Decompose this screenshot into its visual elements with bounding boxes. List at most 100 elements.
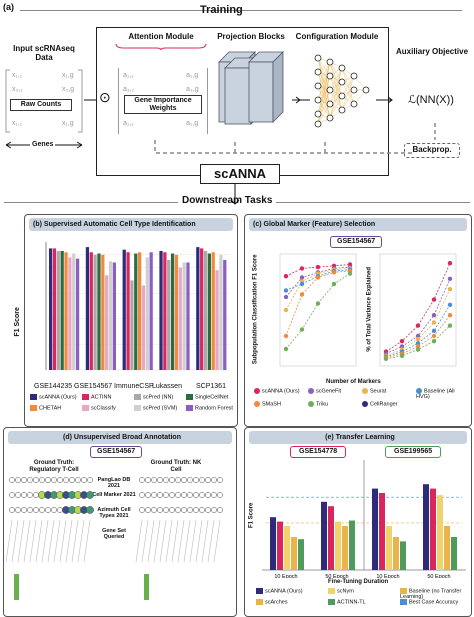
dot	[169, 477, 174, 482]
legend-label: Best Case Accuracy	[409, 599, 458, 605]
legend-item: Baseline (All HVG)	[416, 388, 468, 400]
bar	[159, 251, 162, 370]
panel-c-ylabel-left: Subpopulation Classification F1 Score	[253, 251, 260, 367]
tick-label-line	[202, 520, 208, 562]
tick-label-line	[18, 520, 24, 562]
dot	[181, 477, 186, 482]
model-name-box: scANNA	[200, 164, 280, 184]
bar	[53, 248, 56, 370]
bar	[400, 541, 406, 570]
bar	[64, 252, 67, 370]
dot	[175, 477, 180, 482]
bar	[379, 493, 385, 570]
bar	[123, 250, 126, 370]
legend-swatch	[186, 394, 193, 400]
tick-label-line	[54, 520, 60, 562]
dot	[86, 491, 93, 498]
tick-label-line	[48, 520, 54, 562]
legend-swatch	[134, 394, 141, 400]
dot	[145, 477, 150, 482]
legend-label: SingleCellNet	[195, 394, 228, 400]
bar	[186, 262, 189, 370]
marker	[448, 261, 452, 265]
tick-label-line	[6, 520, 12, 562]
legend-swatch	[30, 394, 37, 400]
legend-label: scClassify	[91, 405, 116, 411]
bar	[105, 275, 108, 370]
dot	[181, 492, 186, 497]
tick-label-line	[24, 520, 30, 562]
dot	[169, 507, 174, 512]
legend-label: scANNA (Ours)	[265, 588, 303, 594]
dot	[187, 477, 192, 482]
dot	[211, 477, 216, 482]
panel-d-title: Unsupervised Broad Annotation	[74, 434, 181, 441]
legend-label: Random Forest	[195, 405, 233, 411]
legend-swatch	[362, 388, 368, 394]
marker	[348, 271, 352, 275]
bar	[298, 539, 304, 570]
panel-e-xlabel: Fine-Tuning Duration	[328, 579, 388, 586]
bar	[134, 254, 137, 370]
input-data-label: Input scRNAseq Data	[4, 45, 84, 63]
legend-label: Seurat	[370, 388, 386, 394]
dot	[151, 477, 156, 482]
legend-item: scArches	[256, 599, 326, 605]
dot	[157, 507, 162, 512]
dot	[169, 492, 174, 497]
bar	[291, 537, 297, 570]
bar	[109, 261, 112, 370]
dot	[75, 477, 80, 482]
dot	[15, 507, 20, 512]
dot	[187, 492, 192, 497]
dot	[51, 507, 56, 512]
dot	[163, 507, 168, 512]
tick-label-line	[84, 520, 90, 562]
bar	[270, 517, 276, 570]
legend-label: scNym	[337, 588, 354, 594]
panel-e-chart: 10 Epoch 50 Epoch 10 Epoch 50 Epoch	[262, 458, 468, 578]
legend-item: scGeneFit	[308, 388, 360, 394]
panel-d-tag: (d)	[63, 434, 72, 441]
panel-e-ylabel: F1 Score	[249, 495, 256, 535]
configuration-title: Configuration Module	[288, 33, 386, 42]
dot	[205, 477, 210, 482]
bar	[76, 259, 79, 370]
legend-swatch	[30, 405, 37, 411]
bar	[101, 255, 104, 370]
legend-swatch	[186, 405, 193, 411]
network-node	[315, 55, 321, 61]
marker	[284, 274, 288, 278]
dot	[139, 492, 144, 497]
network-node	[315, 83, 321, 89]
legend-item: scANNA (Ours)	[254, 388, 306, 394]
tick-label-line	[36, 520, 42, 562]
legend-swatch	[254, 388, 260, 394]
dot	[27, 477, 32, 482]
bar	[386, 526, 392, 570]
bar	[97, 254, 100, 370]
legend-item: CHETAH	[30, 405, 61, 411]
a-entry: a₁,g	[186, 72, 198, 80]
network-node	[327, 73, 333, 79]
bar	[146, 257, 149, 370]
bar	[183, 262, 186, 370]
tick-label-line	[148, 520, 154, 562]
tick-label-line	[30, 520, 36, 562]
projection-blocks	[215, 48, 287, 128]
dataset-label: SCP1361	[196, 383, 226, 391]
a-entry: a₁,₁	[123, 72, 134, 80]
panel-c-tag: (c)	[253, 221, 262, 228]
dot	[86, 506, 93, 513]
tick-label-line	[160, 520, 166, 562]
bar	[167, 260, 170, 370]
x-entry: x₃,₁	[12, 86, 23, 94]
dot	[151, 507, 156, 512]
legend-item: Random Forest	[186, 405, 233, 411]
dot	[211, 492, 216, 497]
legend-swatch	[82, 394, 89, 400]
x-entry: x₁,₁	[12, 120, 22, 128]
flow-arrows	[84, 90, 414, 110]
dot	[87, 477, 92, 482]
legend-item: scPred (NN)	[134, 394, 173, 400]
